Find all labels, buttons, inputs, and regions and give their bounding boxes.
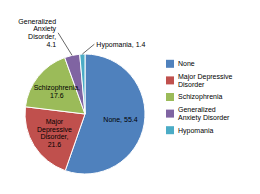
data-label: GeneralizedAnxietyDisorder,4.1 — [18, 18, 56, 48]
legend-label: Schizophrenia — [178, 93, 222, 101]
legend-label: None — [178, 60, 195, 67]
legend-swatch — [166, 110, 174, 118]
leader-line — [58, 33, 72, 56]
pie: None, 55.4 MajorDepressiveDisorder,21.6 Sc… — [18, 18, 145, 174]
legend-label: Major DepressiveDisorder — [178, 73, 233, 88]
pie-slice — [25, 107, 85, 171]
legend: None Major DepressiveDisorder Schizophreni… — [166, 60, 233, 135]
legend-swatch — [166, 60, 174, 68]
legend-label: Hypomania — [178, 127, 214, 135]
data-label: Hypomania, 1.4 — [96, 41, 145, 49]
data-label: None, 55.4 — [103, 116, 137, 123]
legend-label: GeneralizedAnxiety Disorder — [178, 106, 230, 122]
chart: None, 55.4 MajorDepressiveDisorder,21.6 Sc… — [0, 0, 260, 194]
data-label: MajorDepressiveDisorder,21.6 — [37, 118, 72, 148]
legend-swatch — [166, 126, 174, 134]
pie-slice — [80, 54, 85, 114]
legend-swatch — [166, 76, 174, 84]
data-label: Schizophrenia,17.6 — [34, 84, 80, 99]
legend-swatch — [166, 93, 174, 101]
leader-line — [82, 44, 94, 54]
